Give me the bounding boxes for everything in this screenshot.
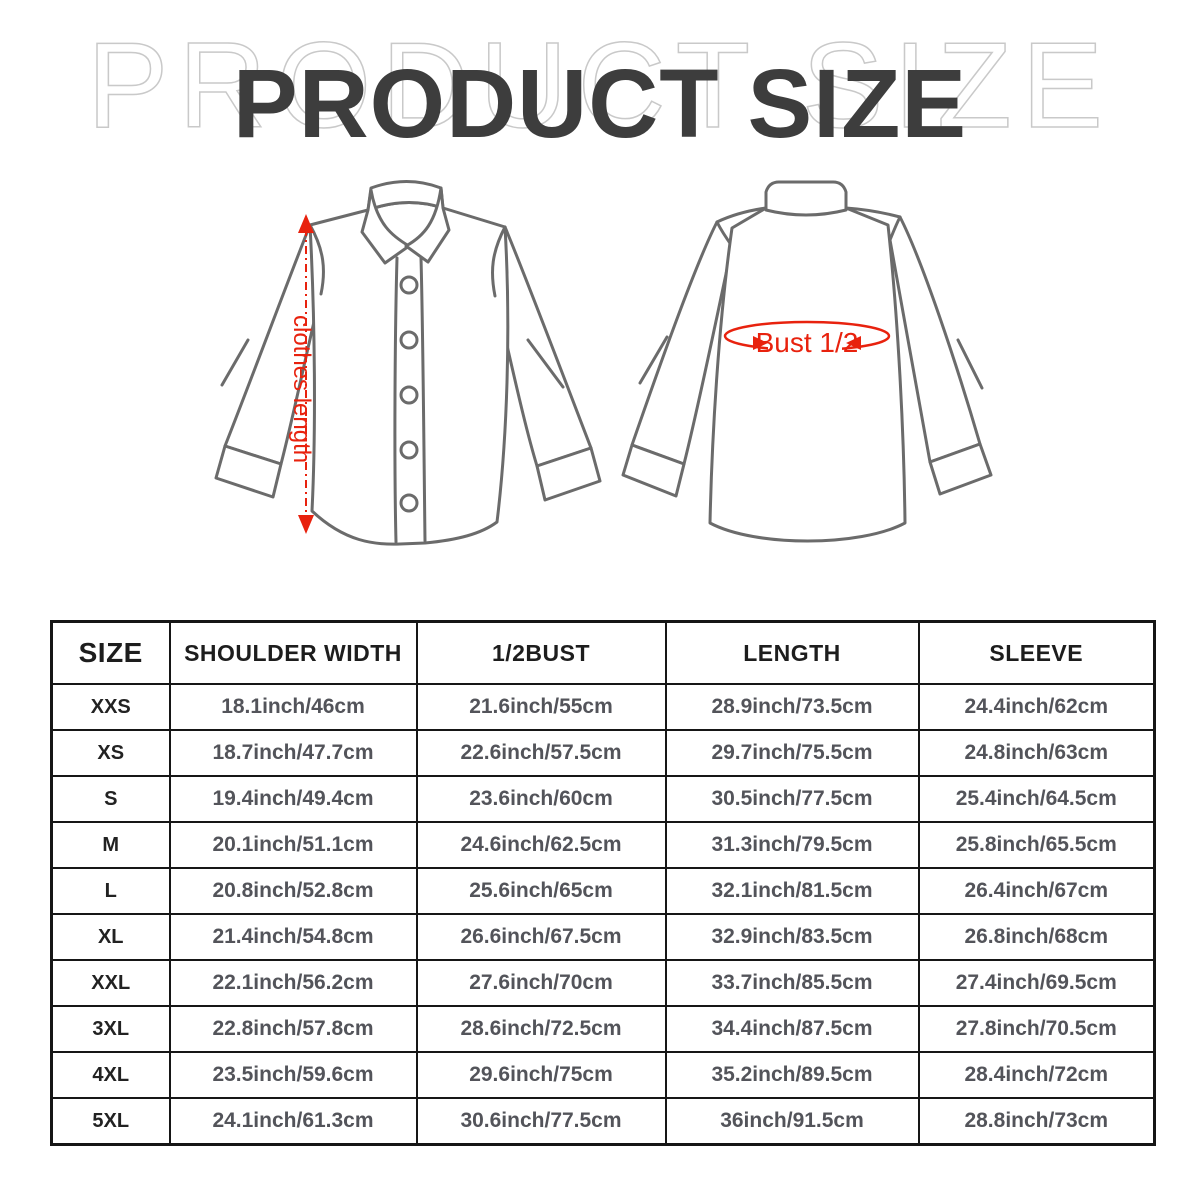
clothes-length-label: clothes length <box>288 315 315 463</box>
table-cell: 28.8inch/73cm <box>917 1097 1156 1146</box>
table-cell: 23.6inch/60cm <box>415 775 667 823</box>
table-row-m: M 20.1inch/51.1cm 24.6inch/62.5cm 31.3in… <box>50 821 1156 869</box>
table-cell: 29.7inch/75.5cm <box>664 729 920 777</box>
shirt-back-diagram: Bust 1/2 <box>621 180 993 543</box>
table-cell: 25.8inch/65.5cm <box>917 821 1156 869</box>
size-label: 3XL <box>50 1005 171 1053</box>
table-cell: 29.6inch/75cm <box>415 1051 667 1099</box>
table-cell: 25.6inch/65cm <box>415 867 667 915</box>
table-cell: 19.4inch/49.4cm <box>168 775 418 823</box>
table-row-xxl: XXL 22.1inch/56.2cm 27.6inch/70cm 33.7in… <box>50 959 1156 1007</box>
table-cell: 27.8inch/70.5cm <box>917 1005 1156 1053</box>
size-chart-table: SIZE SHOULDER WIDTH 1/2BUST LENGTH SLEEV… <box>50 620 1156 1146</box>
table-cell: 24.1inch/61.3cm <box>168 1097 418 1146</box>
table-cell: 24.6inch/62.5cm <box>415 821 667 869</box>
table-cell: 24.4inch/62cm <box>917 683 1156 731</box>
table-cell: 20.1inch/51.1cm <box>168 821 418 869</box>
table-cell: 23.5inch/59.6cm <box>168 1051 418 1099</box>
table-cell: 18.7inch/47.7cm <box>168 729 418 777</box>
size-label: S <box>50 775 171 823</box>
table-cell: 26.8inch/68cm <box>917 913 1156 961</box>
table-cell: 34.4inch/87.5cm <box>664 1005 920 1053</box>
table-header-row: SIZE SHOULDER WIDTH 1/2BUST LENGTH SLEEV… <box>50 620 1156 685</box>
table-cell: 35.2inch/89.5cm <box>664 1051 920 1099</box>
size-label: 5XL <box>50 1097 171 1146</box>
bust-annotation: Bust 1/2 <box>723 320 891 358</box>
table-cell: 24.8inch/63cm <box>917 729 1156 777</box>
header-half-bust: 1/2BUST <box>415 620 667 685</box>
table-row-4xl: 4XL 23.5inch/59.6cm 29.6inch/75cm 35.2in… <box>50 1051 1156 1099</box>
size-label: XXS <box>50 683 171 731</box>
ghost-title: PRODUCT SIZE <box>86 17 1114 153</box>
table-cell: 22.1inch/56.2cm <box>168 959 418 1007</box>
shirt-front-diagram: clothes length <box>214 180 602 546</box>
table-cell: 27.6inch/70cm <box>415 959 667 1007</box>
table-row-xl: XL 21.4inch/54.8cm 26.6inch/67.5cm 32.9i… <box>50 913 1156 961</box>
size-label: 4XL <box>50 1051 171 1099</box>
header-length: LENGTH <box>664 620 920 685</box>
table-cell: 32.1inch/81.5cm <box>664 867 920 915</box>
table-cell: 28.6inch/72.5cm <box>415 1005 667 1053</box>
header-shoulder-width: SHOULDER WIDTH <box>168 620 418 685</box>
page-title: PRODUCT SIZE <box>232 49 968 158</box>
size-label: XXL <box>50 959 171 1007</box>
table-row-s: S 19.4inch/49.4cm 23.6inch/60cm 30.5inch… <box>50 775 1156 823</box>
size-label: M <box>50 821 171 869</box>
table-cell: 27.4inch/69.5cm <box>917 959 1156 1007</box>
bust-half-label: Bust 1/2 <box>756 327 859 358</box>
table-cell: 32.9inch/83.5cm <box>664 913 920 961</box>
table-row-xxs: XXS 18.1inch/46cm 21.6inch/55cm 28.9inch… <box>50 683 1156 731</box>
clothes-length-annotation: clothes length <box>288 214 315 534</box>
table-cell: 22.8inch/57.8cm <box>168 1005 418 1053</box>
table-cell: 36inch/91.5cm <box>664 1097 920 1146</box>
table-cell: 28.9inch/73.5cm <box>664 683 920 731</box>
table-cell: 30.5inch/77.5cm <box>664 775 920 823</box>
header-sleeve: SLEEVE <box>917 620 1156 685</box>
table-cell: 26.4inch/67cm <box>917 867 1156 915</box>
size-label: XL <box>50 913 171 961</box>
table-cell: 28.4inch/72cm <box>917 1051 1156 1099</box>
table-cell: 25.4inch/64.5cm <box>917 775 1156 823</box>
table-cell: 21.4inch/54.8cm <box>168 913 418 961</box>
table-cell: 21.6inch/55cm <box>415 683 667 731</box>
table-cell: 18.1inch/46cm <box>168 683 418 731</box>
table-row-3xl: 3XL 22.8inch/57.8cm 28.6inch/72.5cm 34.4… <box>50 1005 1156 1053</box>
table-cell: 26.6inch/67.5cm <box>415 913 667 961</box>
table-cell: 30.6inch/77.5cm <box>415 1097 667 1146</box>
size-label: L <box>50 867 171 915</box>
title-block: PRODUCT SIZE PRODUCT SIZE <box>0 0 1200 180</box>
table-row-l: L 20.8inch/52.8cm 25.6inch/65cm 32.1inch… <box>50 867 1156 915</box>
table-cell: 33.7inch/85.5cm <box>664 959 920 1007</box>
table-cell: 31.3inch/79.5cm <box>664 821 920 869</box>
table-row-5xl: 5XL 24.1inch/61.3cm 30.6inch/77.5cm 36in… <box>50 1097 1156 1146</box>
header-size: SIZE <box>50 620 171 685</box>
table-row-xs: XS 18.7inch/47.7cm 22.6inch/57.5cm 29.7i… <box>50 729 1156 777</box>
table-cell: 20.8inch/52.8cm <box>168 867 418 915</box>
size-label: XS <box>50 729 171 777</box>
table-cell: 22.6inch/57.5cm <box>415 729 667 777</box>
